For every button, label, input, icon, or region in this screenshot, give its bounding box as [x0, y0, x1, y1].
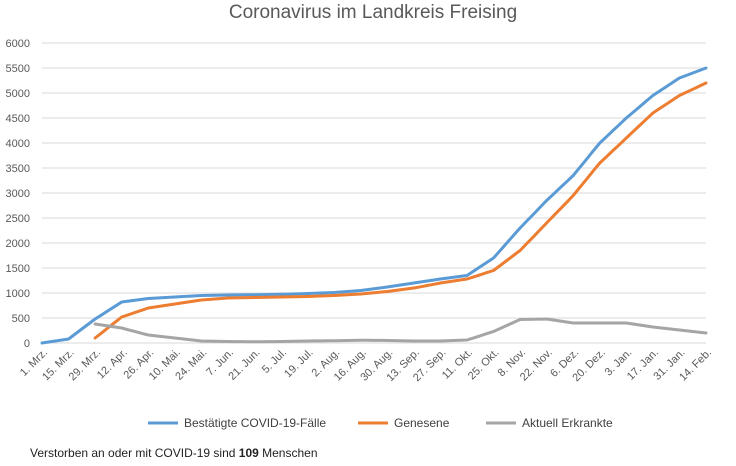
legend-label-0: Bestätigte COVID-19-Fälle: [184, 416, 326, 430]
series-line-2: [93, 317, 708, 344]
y-tick-label: 6000: [6, 38, 30, 50]
y-tick-label: 5000: [6, 88, 30, 100]
y-tick-label: 500: [12, 313, 30, 325]
x-axis-tick-labels: 1. Mrz.15. Mrz.29. Mrz.12. Apr.26. Apr.1…: [18, 347, 714, 384]
y-tick-label: 3500: [6, 163, 30, 175]
legend-label-1: Genesene: [394, 416, 450, 430]
y-tick-label: 5500: [6, 63, 30, 75]
series-line-1: [93, 81, 708, 340]
footnote-prefix: Verstorben an oder mit COVID-19 sind: [30, 446, 239, 460]
legend: Bestätigte COVID-19-Fälle Genesene Aktuell…: [148, 416, 613, 430]
y-tick-label: 4000: [6, 138, 30, 150]
y-tick-label: 2000: [6, 238, 30, 250]
footnote-suffix: Menschen: [258, 446, 318, 460]
y-tick-label: 4500: [6, 113, 30, 125]
y-tick-label: 2500: [6, 213, 30, 225]
y-axis-tick-labels: 0 500 1000 1500 2000 2500 3000 3500 4000 4500 5000…: [6, 38, 30, 350]
gridlines: [42, 42, 706, 344]
y-tick-label: 1500: [6, 263, 30, 275]
series-lines: [40, 66, 708, 345]
y-tick-label: 3000: [6, 188, 30, 200]
deaths-footnote: Verstorben an oder mit COVID-19 sind 109…: [30, 446, 318, 460]
legend-label-2: Aktuell Erkrankte: [522, 416, 613, 430]
deaths-count: 109: [238, 446, 259, 460]
y-tick-label: 1000: [6, 288, 30, 300]
x-tick-label: 19. Jul.: [282, 347, 316, 381]
series-line-0: [40, 66, 708, 345]
y-tick-label: 0: [24, 338, 30, 350]
chart-title: Coronavirus im Landkreis Freising: [229, 2, 517, 23]
